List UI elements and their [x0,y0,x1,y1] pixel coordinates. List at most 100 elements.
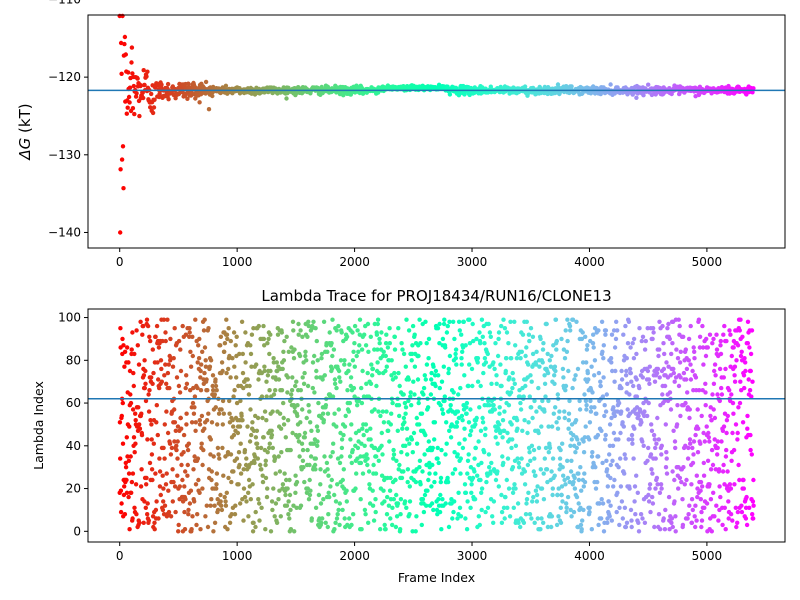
scatter-point [300,458,306,463]
scatter-point [347,362,352,367]
scatter-point [438,492,443,498]
scatter-point [697,334,703,339]
scatter-point [309,516,314,521]
scatter-point [467,362,472,367]
scatter-point [301,465,306,470]
scatter-point [442,317,447,322]
scatter-point [265,341,270,346]
scatter-point [521,520,527,525]
scatter-point [440,336,446,342]
scatter-point [461,319,466,324]
scatter-point [728,486,734,491]
scatter-point [149,422,154,427]
scatter-point [698,497,703,502]
scatter-point [188,488,194,493]
scatter-point [523,383,528,389]
scatter-point [502,516,507,521]
scatter-point [495,441,500,446]
scatter-point [380,409,385,414]
scatter-point [238,501,243,506]
scatter-point [690,507,695,513]
scatter-point [522,418,527,423]
scatter-point [435,326,441,331]
scatter-point [692,514,697,519]
scatter-point [187,330,192,335]
scatter-point [672,499,677,504]
scatter-point [686,358,691,363]
scatter-point [249,332,255,337]
scatter-point [567,398,572,404]
scatter-point [330,394,336,399]
scatter-point [591,332,596,337]
scatter-point [653,486,658,491]
scatter-point [164,409,169,414]
scatter-point [186,81,191,86]
scatter-point [543,394,548,399]
scatter-point [449,422,454,427]
scatter-point [144,482,149,487]
scatter-point [291,328,296,333]
scatter-point [127,368,133,374]
scatter-point [605,520,610,525]
scatter-point [724,338,729,344]
scatter-point [241,486,247,491]
scatter-point [327,330,332,335]
scatter-point [624,520,630,525]
scatter-point [147,460,153,466]
scatter-point [638,409,643,414]
scatter-point [512,381,517,386]
scatter-point [149,375,154,380]
scatter-point [704,501,710,506]
top-axes-frame [87,14,786,249]
scatter-point [483,509,488,515]
scatter-point [335,456,341,461]
scatter-point [603,328,609,333]
scatter-point [419,411,425,416]
scatter-point [498,362,503,367]
scatter-point [185,96,190,102]
scatter-point [422,452,427,457]
scatter-point [545,351,550,357]
scatter-point [352,364,357,369]
scatter-point [719,385,724,391]
scatter-point [365,462,370,468]
scatter-point [578,465,583,470]
scatter-point [534,499,540,504]
scatter-point [246,490,251,495]
scatter-point [255,456,260,461]
scatter-point [678,375,683,380]
scatter-point [637,326,642,331]
scatter-point [653,445,658,451]
scatter-point [156,345,162,350]
scatter-point [233,343,238,348]
scatter-point [498,430,503,436]
scatter-point [237,462,242,468]
scatter-point [675,403,680,408]
scatter-point [224,332,230,337]
scatter-point [162,456,167,461]
scatter-point [611,484,616,489]
scatter-point [168,452,174,457]
scatter-point [748,368,753,374]
scatter-point [264,418,269,423]
scatter-point [234,400,240,406]
scatter-point [630,441,635,446]
scatter-point [615,409,620,414]
scatter-point [118,456,123,461]
scatter-point [186,507,191,513]
scatter-point [375,360,380,365]
scatter-point [363,343,369,348]
scatter-point [120,336,125,342]
scatter-point [198,368,203,374]
scatter-point [396,326,401,331]
scatter-point [500,454,505,459]
scatter-point [155,432,160,438]
scatter-point [671,370,676,376]
scatter-point [718,338,723,344]
scatter-point [603,409,609,414]
scatter-point [445,475,450,481]
scatter-point [344,334,350,339]
scatter-point [542,381,548,386]
scatter-point [662,527,668,532]
scatter-point [296,439,302,444]
